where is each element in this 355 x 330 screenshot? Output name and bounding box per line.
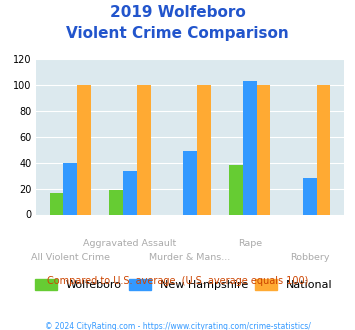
Bar <box>63 163 77 214</box>
Text: Compared to U.S. average. (U.S. average equals 100): Compared to U.S. average. (U.S. average … <box>47 276 308 285</box>
Bar <box>123 171 137 214</box>
Bar <box>77 85 91 214</box>
Text: © 2024 CityRating.com - https://www.cityrating.com/crime-statistics/: © 2024 CityRating.com - https://www.city… <box>45 322 310 330</box>
Text: Violent Crime Comparison: Violent Crime Comparison <box>66 26 289 41</box>
Text: Murder & Mans...: Murder & Mans... <box>149 253 230 262</box>
Bar <box>137 85 151 214</box>
Bar <box>50 192 63 214</box>
Bar <box>109 190 123 214</box>
Text: All Violent Crime: All Violent Crime <box>31 253 110 262</box>
Bar <box>183 151 197 214</box>
Text: Rape: Rape <box>238 240 262 248</box>
Bar <box>317 85 330 214</box>
Bar <box>303 178 317 214</box>
Text: Robbery: Robbery <box>290 253 329 262</box>
Bar <box>243 82 257 214</box>
Legend: Wolfeboro, New Hampshire, National: Wolfeboro, New Hampshire, National <box>35 279 332 290</box>
Bar <box>229 165 243 215</box>
Text: Aggravated Assault: Aggravated Assault <box>83 240 177 248</box>
Text: 2019 Wolfeboro: 2019 Wolfeboro <box>110 5 245 20</box>
Bar <box>197 85 211 214</box>
Bar <box>257 85 271 214</box>
